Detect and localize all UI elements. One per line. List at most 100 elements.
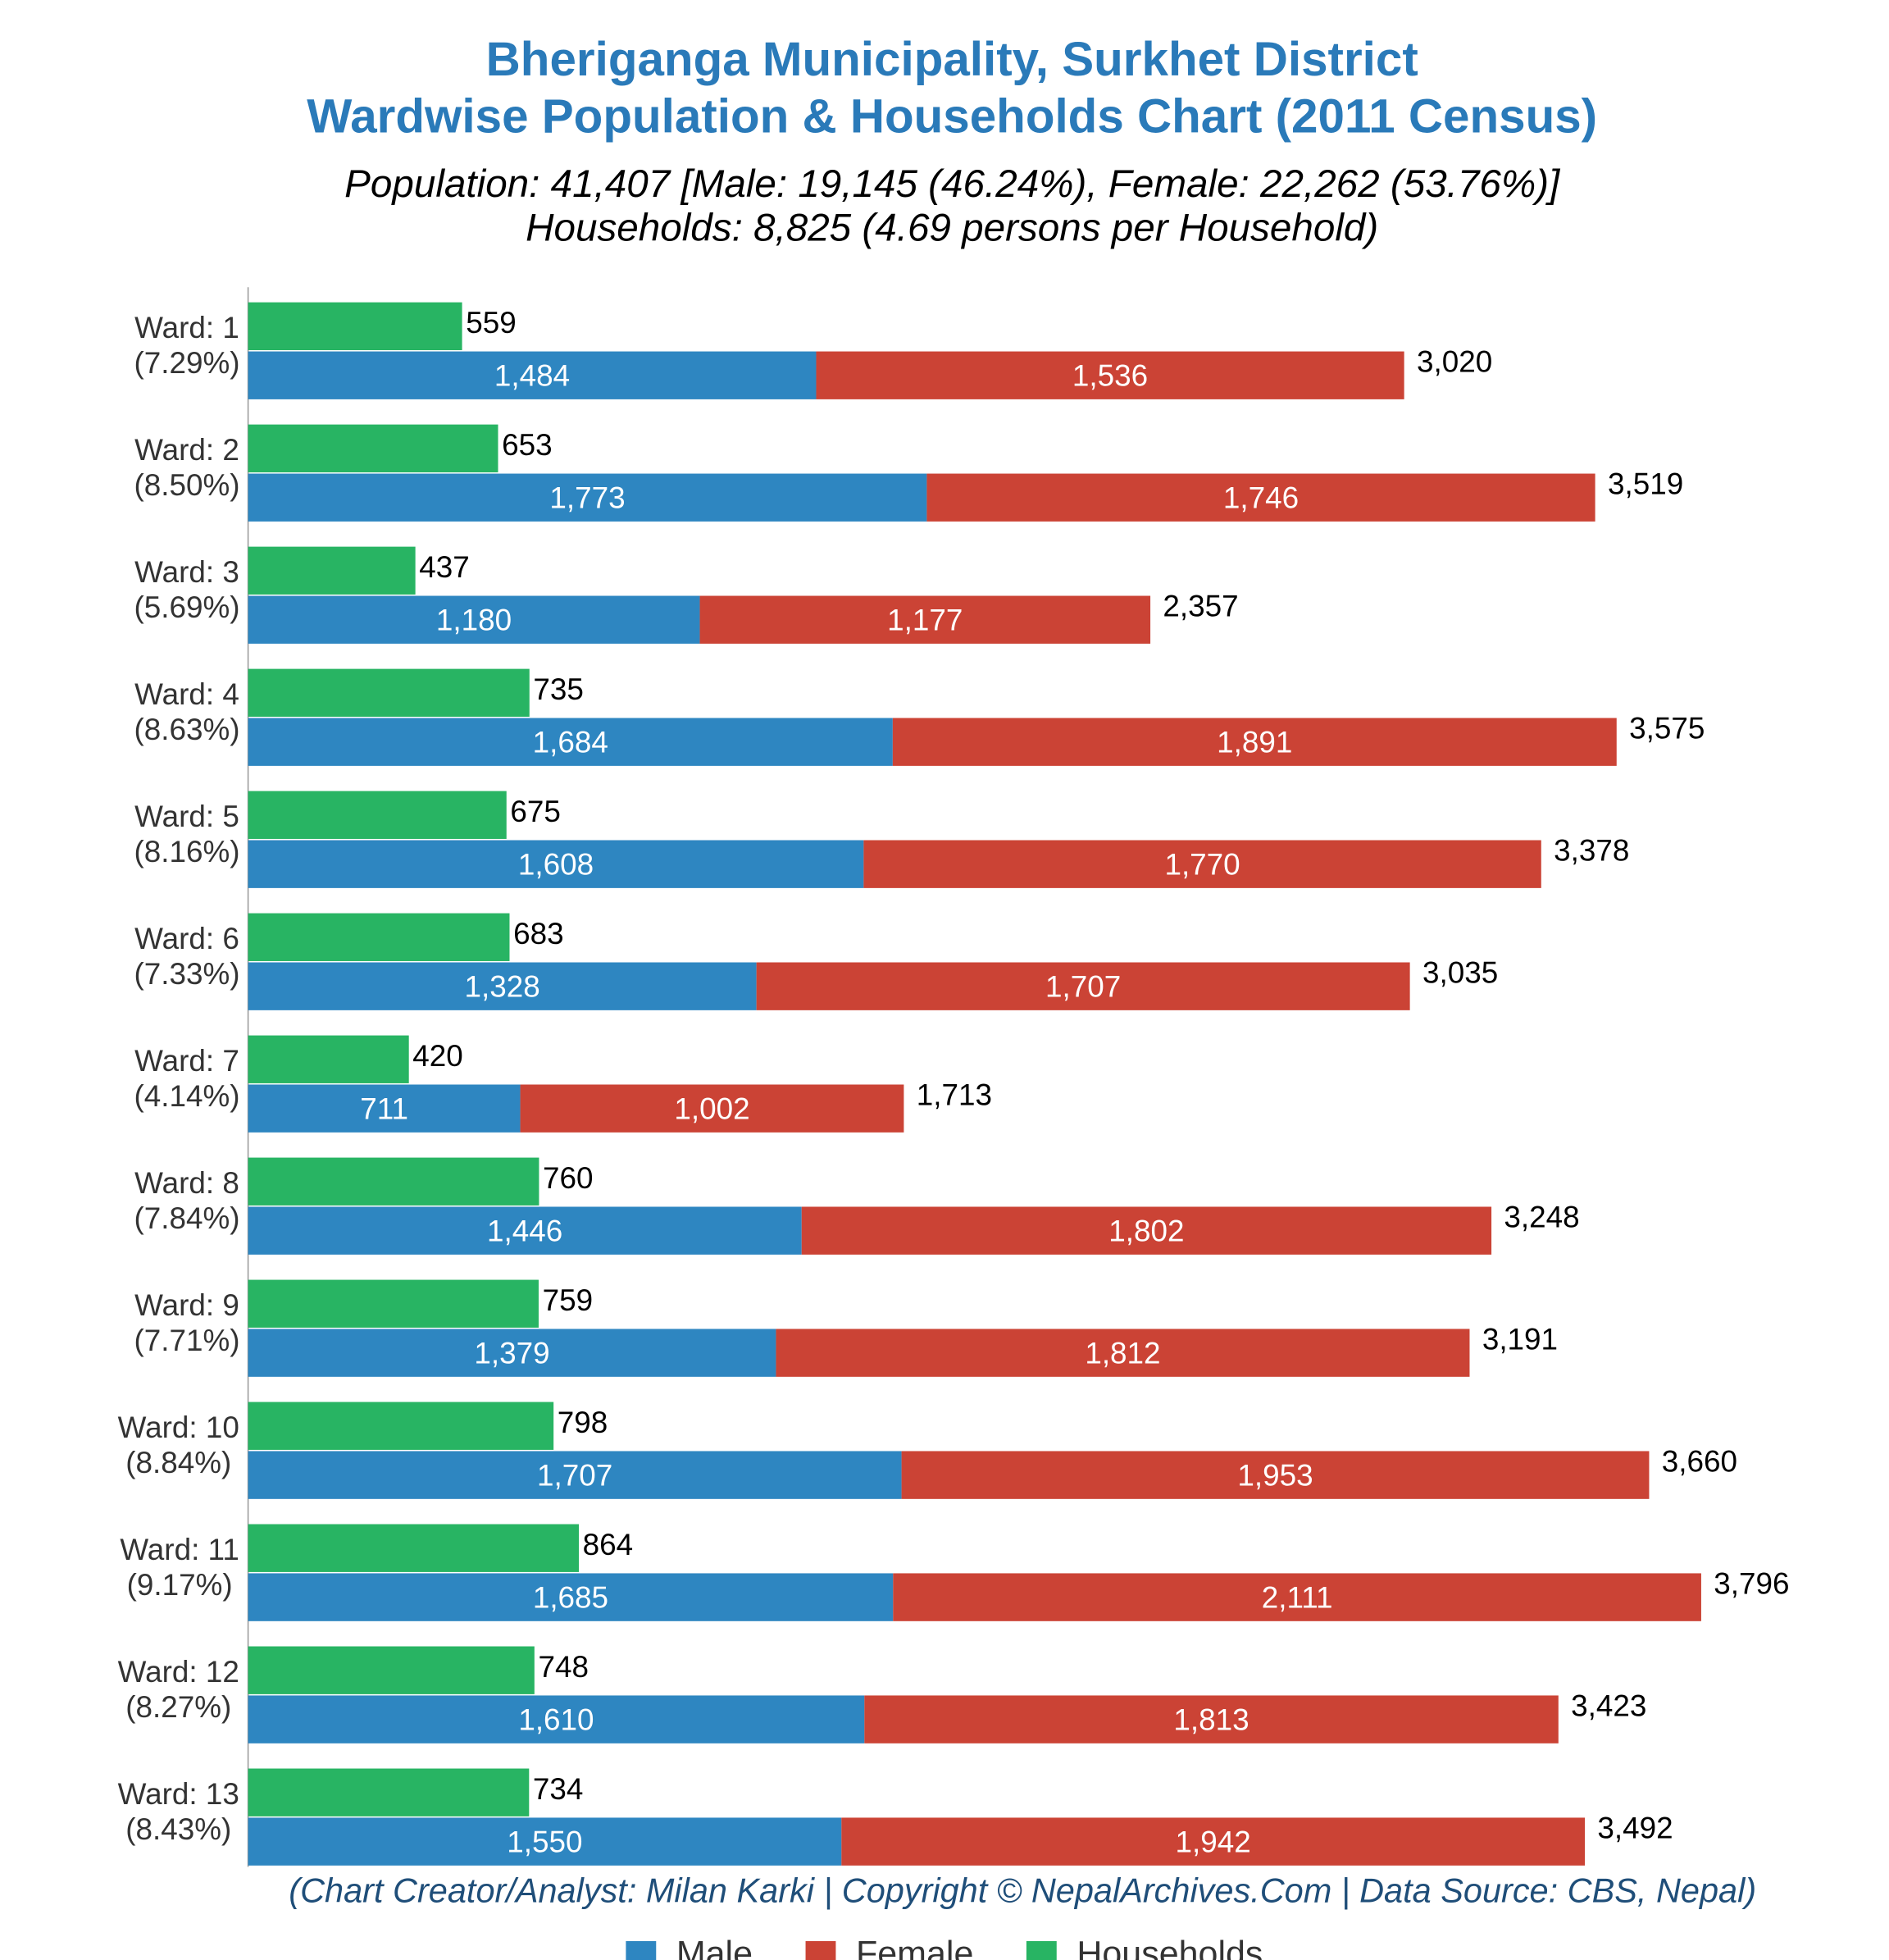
bar — [248, 1646, 535, 1694]
total-label: 3,423 — [1571, 1689, 1646, 1723]
y-tick-label: (8.63%) — [134, 713, 239, 746]
total-label: 1,713 — [917, 1078, 992, 1112]
y-tick-label: Ward: 4 — [134, 677, 239, 711]
chart-subtitle: Households: 8,825 (4.69 persons per Hous… — [526, 207, 1378, 250]
bar-segment — [841, 1817, 1586, 1866]
data-label: 683 — [513, 917, 564, 950]
data-label: 675 — [510, 795, 561, 828]
legend-label: Female — [856, 1935, 973, 1960]
bar — [248, 424, 498, 472]
y-tick-label: (8.16%) — [134, 835, 239, 868]
data-label: 734 — [533, 1772, 584, 1806]
data-label: 1,608 — [518, 847, 594, 881]
bar-segment — [893, 1573, 1701, 1621]
data-label: 711 — [360, 1092, 408, 1125]
legend-swatch — [1026, 1940, 1057, 1960]
data-label: 1,379 — [474, 1336, 549, 1370]
bar — [248, 546, 416, 595]
bar-segment — [776, 1329, 1470, 1377]
data-label: 760 — [543, 1161, 594, 1195]
bar-segment — [248, 718, 893, 766]
bar — [248, 1402, 554, 1450]
total-label: 3,660 — [1662, 1445, 1737, 1479]
bar-segment — [756, 962, 1410, 1010]
y-tick-label: (7.84%) — [134, 1201, 239, 1235]
bar-segment — [248, 1329, 776, 1377]
total-label: 3,575 — [1629, 712, 1705, 745]
y-tick-label: (8.27%) — [125, 1690, 231, 1724]
y-tick-label: (8.50%) — [134, 468, 239, 502]
bar-segment — [901, 1451, 1650, 1499]
y-tick-label: Ward: 12 — [118, 1655, 239, 1689]
data-label: 1,891 — [1217, 726, 1292, 759]
bar-segment — [248, 962, 757, 1010]
y-tick-label: (7.33%) — [134, 957, 239, 991]
data-label: 1,746 — [1223, 481, 1299, 515]
data-label: 735 — [533, 672, 584, 706]
data-label: 1,953 — [1237, 1458, 1313, 1492]
bar-segment — [248, 595, 700, 644]
y-tick-label: (8.84%) — [125, 1446, 231, 1479]
data-label: 559 — [466, 306, 517, 340]
data-label: 1,180 — [436, 604, 512, 637]
footer: (Chart Creator/Analyst: Milan Karki | Co… — [289, 1871, 1756, 1910]
bar-segment — [248, 1695, 865, 1743]
data-label: 1,812 — [1085, 1336, 1160, 1370]
total-label: 3,035 — [1422, 956, 1498, 990]
bar-segment — [248, 1084, 521, 1133]
bar-segment — [520, 1084, 904, 1133]
legend-swatch — [626, 1940, 657, 1960]
y-tick-label: Ward: 2 — [134, 433, 239, 467]
y-tick-label: (5.69%) — [134, 590, 239, 624]
data-label: 1,802 — [1108, 1214, 1184, 1247]
bar — [248, 1157, 539, 1206]
bar — [248, 913, 510, 961]
legend-swatch — [805, 1940, 836, 1960]
y-tick-label: Ward: 7 — [134, 1044, 239, 1078]
y-tick-label: Ward: 13 — [118, 1777, 239, 1811]
data-label: 1,328 — [464, 969, 539, 1003]
bar — [248, 791, 507, 839]
bar-segment — [248, 1451, 902, 1499]
y-tick-label: (9.17%) — [127, 1568, 233, 1602]
chart-subtitle: Population: 41,407 [Male: 19,145 (46.24%… — [344, 162, 1561, 206]
y-tick-label: (4.14%) — [134, 1079, 239, 1113]
y-tick-label: (7.71%) — [134, 1324, 239, 1357]
bar-segment — [699, 595, 1151, 644]
legend-label: Male — [676, 1935, 753, 1960]
data-label: 1,446 — [487, 1214, 562, 1247]
data-label: 1,177 — [887, 604, 963, 637]
data-label: 437 — [419, 550, 470, 584]
y-tick-label: (7.29%) — [134, 346, 239, 380]
y-tick-label: Ward: 5 — [134, 800, 239, 833]
bar-segment — [248, 473, 927, 522]
chart-title: Bheriganga Municipality, Surkhet Distric… — [486, 33, 1418, 86]
data-label: 653 — [502, 428, 553, 462]
bar — [248, 668, 530, 717]
data-label: 1,536 — [1072, 359, 1148, 393]
bar-segment — [801, 1206, 1492, 1255]
y-tick-label: Ward: 8 — [134, 1166, 239, 1200]
data-label: 2,111 — [1262, 1580, 1333, 1614]
data-label: 1,773 — [549, 481, 625, 515]
total-label: 3,378 — [1554, 834, 1629, 868]
bar-segment — [248, 1817, 842, 1866]
bar — [248, 302, 462, 351]
bar-segment — [863, 840, 1541, 888]
y-tick-label: (8.43%) — [125, 1812, 231, 1846]
bar-segment — [816, 351, 1404, 399]
data-label: 1,684 — [533, 726, 608, 759]
bar — [248, 1524, 579, 1572]
data-label: 748 — [538, 1650, 589, 1684]
bar — [248, 1035, 409, 1083]
total-label: 2,357 — [1163, 590, 1238, 623]
y-tick-label: Ward: 9 — [134, 1288, 239, 1322]
y-tick-label: Ward: 1 — [134, 311, 239, 344]
total-label: 3,796 — [1714, 1567, 1789, 1601]
data-label: 420 — [412, 1039, 463, 1073]
bar-segment — [892, 718, 1617, 766]
data-label: 1,770 — [1164, 847, 1240, 881]
total-label: 3,248 — [1504, 1201, 1579, 1234]
y-tick-label: Ward: 10 — [118, 1411, 239, 1444]
